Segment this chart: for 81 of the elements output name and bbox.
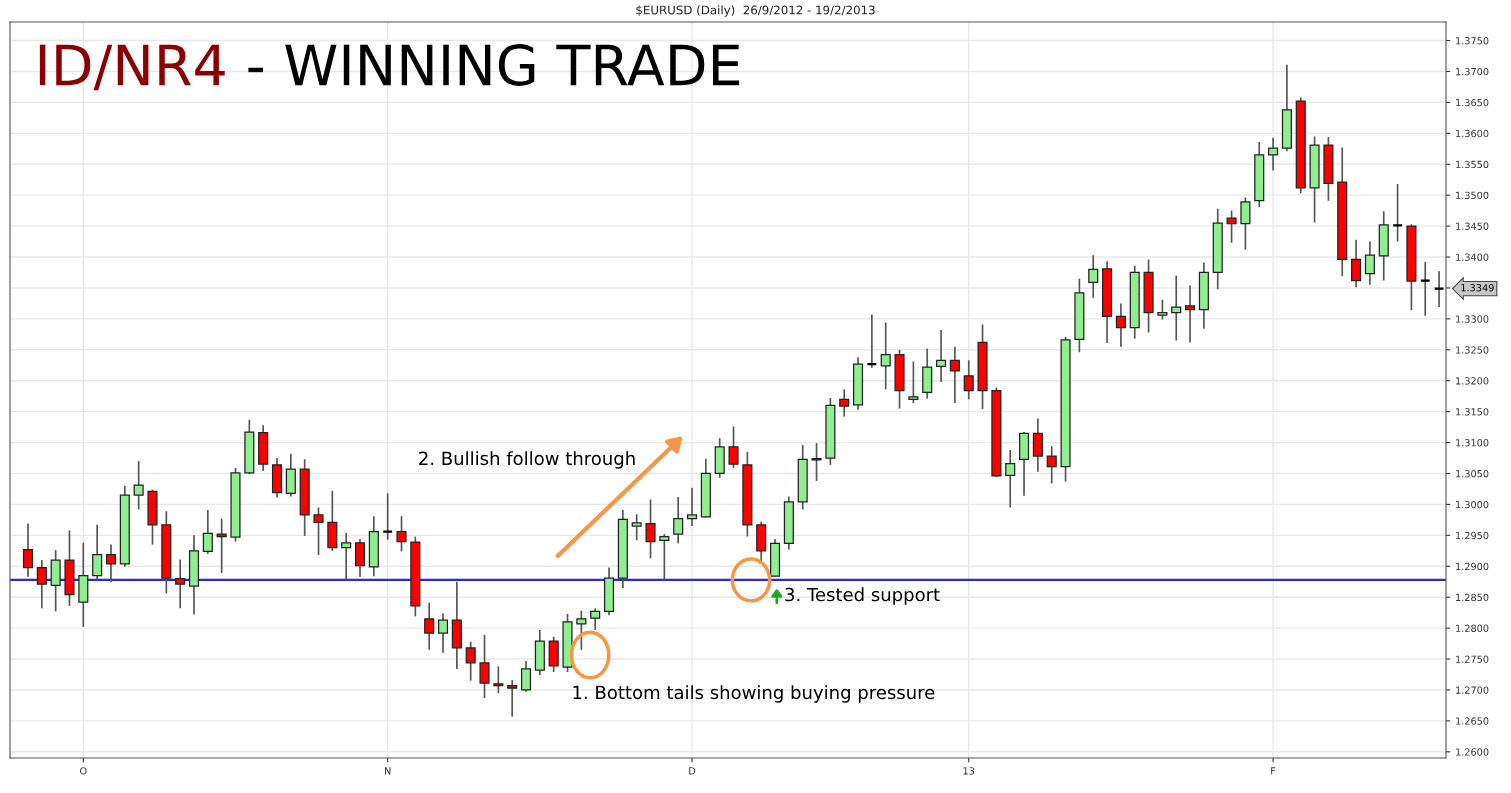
y-tick-label: 1.2600 [1456, 748, 1489, 756]
candlestick [935, 329, 947, 383]
candlestick [216, 517, 227, 574]
candlestick [493, 665, 504, 694]
candlestick [1171, 274, 1182, 342]
y-tick-label: 1.3150 [1456, 408, 1489, 416]
candlestick [424, 601, 435, 651]
y-tick-label: 1.3300 [1456, 315, 1489, 323]
candlestick [1364, 240, 1375, 286]
y-tick-label: 1.3050 [1456, 469, 1489, 478]
x-tick-label: N [384, 767, 391, 775]
x-tick-label: O [80, 767, 87, 775]
y-tick-label: 1.3600 [1456, 129, 1489, 138]
candlestick [811, 442, 822, 482]
y-tick-label: 1.3550 [1456, 160, 1489, 169]
candlestick [36, 559, 47, 610]
x-tick-label: D [689, 767, 696, 775]
candlestick [728, 425, 739, 469]
candlestick [437, 612, 449, 654]
candlestick [396, 515, 407, 553]
y-tick-label: 1.3750 [1456, 37, 1489, 45]
candlestick [880, 321, 891, 391]
candlestick [92, 523, 103, 581]
candlestick [1185, 284, 1196, 344]
chart-title: ID/NR4 - WINNING TRADE [39, 43, 740, 91]
y-tick-label: 1.2850 [1456, 593, 1489, 602]
candlestick [659, 533, 670, 581]
y-tick-label: 1.3100 [1456, 439, 1489, 447]
x-tick-label: F [1271, 767, 1276, 775]
candlestick [949, 345, 960, 404]
candlestick [465, 640, 476, 682]
candlestick [1088, 254, 1099, 299]
candlestick [1005, 449, 1016, 509]
candlestick [1240, 196, 1251, 251]
candlestick [645, 498, 656, 560]
candlestick [22, 522, 34, 578]
candlestick [520, 660, 532, 693]
candlestick [354, 538, 366, 578]
candlestick [908, 360, 919, 404]
chart-subtitle: $EURUSD (Daily) 26/9/2012 - 19/2/2013 [636, 5, 875, 17]
candlestick [1157, 298, 1168, 321]
candlestick [133, 460, 144, 511]
candlestick [963, 359, 974, 401]
annotation: 3. Tested support [785, 587, 940, 605]
candlestick [479, 634, 490, 699]
candlestick [1046, 445, 1057, 485]
y-tick-label: 1.2900 [1456, 562, 1489, 571]
y-tick-label: 1.3500 [1456, 191, 1489, 200]
candlestick [202, 509, 213, 555]
y-tick-label: 1.3450 [1456, 222, 1489, 230]
candlestick [576, 609, 587, 651]
y-tick-label: 1.3250 [1456, 346, 1489, 354]
y-tick-label: 1.2800 [1456, 624, 1489, 632]
annotation: 2. Bullish follow through [419, 451, 635, 469]
candlestick [686, 486, 698, 527]
y-tick-label: 1.3400 [1456, 253, 1489, 261]
annotation: 1. Bottom tails showing buying pressure [573, 685, 935, 703]
y-tick-label: 1.3700 [1456, 67, 1489, 76]
candlestick [175, 558, 186, 610]
candlestick [1115, 302, 1126, 348]
x-tick-label: 13 [963, 767, 975, 775]
y-tick-label: 1.2950 [1456, 531, 1489, 540]
y-tick-label: 1.2650 [1456, 717, 1489, 725]
candlestick [507, 679, 518, 718]
candlestick [631, 513, 642, 542]
candlestick [1226, 209, 1237, 244]
candlestick [313, 506, 324, 556]
y-tick-label: 1.3650 [1456, 98, 1489, 107]
candlestick [1032, 417, 1043, 473]
candlestick [1268, 136, 1279, 172]
text: 1.3349 [1461, 284, 1494, 292]
y-tick-label: 1.2750 [1456, 655, 1489, 663]
y-tick-label: 1.2700 [1456, 686, 1489, 694]
y-tick-label: 1.3000 [1456, 500, 1489, 509]
candlestick [673, 496, 684, 545]
candlestick [590, 607, 601, 631]
y-tick-label: 1.3200 [1456, 377, 1489, 385]
candlestick [341, 532, 352, 581]
candlestick [839, 388, 850, 418]
candlestick [1351, 238, 1362, 289]
candlestick [105, 543, 117, 584]
